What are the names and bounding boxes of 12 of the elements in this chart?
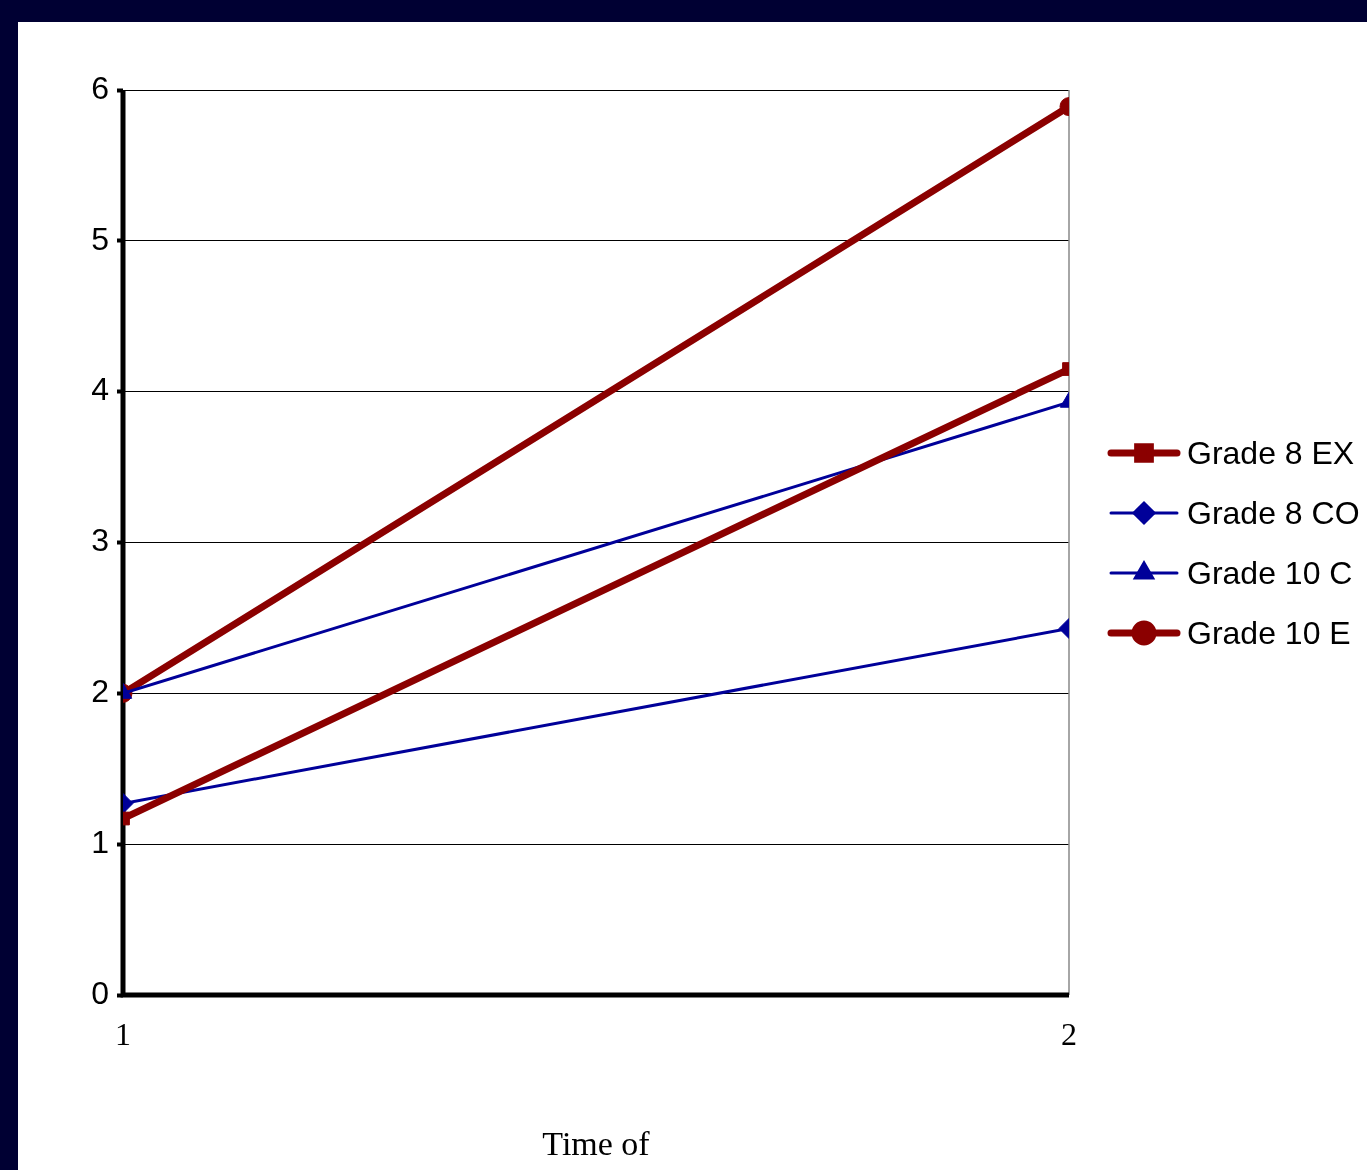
legend-label: Grade 8 CO [1187, 494, 1360, 531]
y-tick-label: 3 [91, 522, 109, 559]
legend-label: Grade 10 E [1187, 614, 1351, 651]
legend-label: Grade 8 EX [1187, 434, 1355, 471]
y-tick-label: 6 [91, 69, 109, 106]
y-tick-label: 5 [91, 220, 109, 257]
y-tick-label: 2 [91, 673, 109, 710]
y-tick-label: 4 [91, 371, 109, 408]
x-axis-title: Time of [542, 1124, 651, 1162]
y-tick-label: 0 [91, 974, 109, 1011]
y-tick-label: 1 [91, 823, 109, 860]
legend-label: Grade 10 C [1187, 554, 1353, 591]
